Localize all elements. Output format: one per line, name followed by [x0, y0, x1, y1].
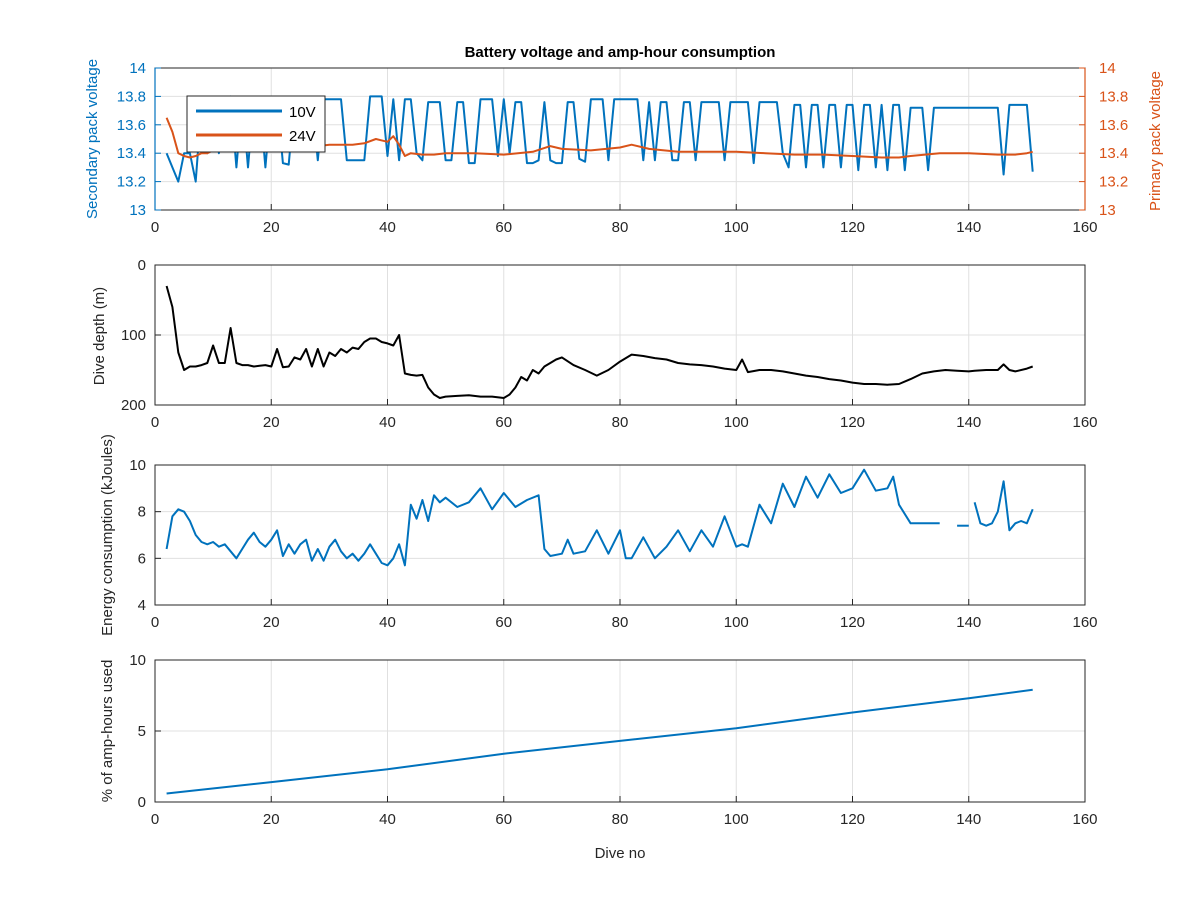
amphours-panel: 0 20 40 60 80 100 120 140 160 0 5 10 % of amp-hour…	[99, 652, 1098, 862]
x-tick-label: 60	[495, 811, 512, 828]
right-y-tick-label: 13.8	[1099, 88, 1128, 105]
right-y-tick-label: 13	[1099, 202, 1116, 219]
y-tick-label: 10	[129, 457, 146, 474]
legend-label-10v: 10V	[289, 104, 316, 121]
energy-x-ticks: 0 20 40 60 80 100 120 140 160	[151, 599, 1098, 631]
x-tick-label: 20	[263, 614, 280, 631]
x-tick-label: 0	[151, 811, 159, 828]
y-tick-label: 6	[138, 550, 146, 567]
x-tick-label: 60	[495, 614, 512, 631]
y-tick-label: 200	[121, 397, 146, 414]
y-tick-label: 13.4	[117, 145, 146, 162]
x-tick-label: 100	[724, 614, 749, 631]
right-y-tick-label: 13.2	[1099, 174, 1128, 191]
depth-panel: 0 20 40 60 80 100 120 140 160 0 100 200 Dive depth…	[91, 257, 1098, 431]
x-tick-label: 120	[840, 811, 865, 828]
energy-y-ticks: 4 6 8 10	[129, 457, 161, 614]
y-tick-label: 0	[138, 257, 146, 274]
right-y-tick-label: 13.4	[1099, 145, 1128, 162]
energy-y-axis-label: Energy consumption (kJoules)	[99, 434, 116, 636]
x-tick-label: 140	[956, 219, 981, 236]
x-tick-label: 0	[151, 219, 159, 236]
x-tick-label: 140	[956, 414, 981, 431]
right-y-tick-label: 13.6	[1099, 117, 1128, 134]
y-axis-label-left: Secondary pack voltage	[84, 59, 101, 219]
x-tick-label: 0	[151, 614, 159, 631]
x-tick-label: 40	[379, 219, 396, 236]
legend-box	[186, 95, 326, 153]
x-tick-label: 80	[612, 614, 629, 631]
x-tick-label: 100	[724, 811, 749, 828]
x-tick-label: 140	[956, 811, 981, 828]
energy-panel: 0 20 40 60 80 100 120 140 160 4 6 8 10 Energy consu…	[99, 434, 1098, 636]
chart-title: Battery voltage and amp-hour consumption	[465, 44, 776, 61]
right-y-tick-label: 14	[1099, 60, 1116, 77]
amphours-x-ticks: 0 20 40 60 80 100 120 140 160	[151, 796, 1098, 828]
y-tick-label: 0	[138, 794, 146, 811]
y-tick-label: 10	[129, 652, 146, 669]
depth-lines	[165, 285, 1034, 399]
series-line-3-0	[166, 688, 1033, 795]
x-tick-label: 20	[263, 414, 280, 431]
y-tick-label: 5	[138, 723, 146, 740]
voltage-panel: 0 20 40 60 80 100 120 140 160 13 13.2 13.4 13.6 13.8…	[84, 44, 1164, 236]
x-tick-label: 120	[840, 614, 865, 631]
x-axis-label: Dive no	[595, 845, 646, 862]
x-tick-label: 80	[612, 219, 629, 236]
voltage-y-ticks: 13 13.2 13.4 13.6 13.8 14	[117, 60, 161, 219]
series-line-2-0	[165, 468, 940, 567]
x-tick-label: 80	[612, 414, 629, 431]
y-tick-label: 4	[138, 597, 146, 614]
x-tick-label: 120	[840, 414, 865, 431]
x-tick-label: 100	[724, 219, 749, 236]
x-tick-label: 40	[379, 614, 396, 631]
x-tick-label: 160	[1072, 414, 1097, 431]
y-tick-label: 14	[129, 60, 146, 77]
legend: 10V 24V	[186, 95, 326, 153]
energy-lines	[165, 468, 1034, 567]
series-line-1-0	[165, 285, 1034, 399]
y-axis-label-right: Primary pack voltage	[1147, 71, 1164, 211]
amphours-y-axis-label: % of amp-hours used	[99, 660, 116, 803]
x-tick-label: 20	[263, 811, 280, 828]
y-tick-label: 13.8	[117, 88, 146, 105]
y-tick-label: 13.6	[117, 117, 146, 134]
legend-label-24v: 24V	[289, 128, 316, 145]
y-tick-label: 13.2	[117, 174, 146, 191]
depth-y-axis-label: Dive depth (m)	[91, 287, 108, 385]
voltage-right-y-ticks: 13 13.2 13.4 13.6 13.8 14	[1079, 60, 1128, 219]
x-tick-label: 0	[151, 414, 159, 431]
amphours-y-ticks: 0 5 10	[129, 652, 161, 811]
x-tick-label: 120	[840, 219, 865, 236]
y-tick-label: 100	[121, 327, 146, 344]
y-tick-label: 13	[129, 202, 146, 219]
x-tick-label: 40	[379, 811, 396, 828]
y-tick-label: 8	[138, 504, 146, 521]
x-tick-label: 160	[1072, 219, 1097, 236]
x-tick-label: 160	[1072, 614, 1097, 631]
x-tick-label: 160	[1072, 811, 1097, 828]
series-line-2-2	[973, 480, 1034, 532]
x-tick-label: 80	[612, 811, 629, 828]
x-tick-label: 20	[263, 219, 280, 236]
depth-y-ticks: 0 100 200	[121, 257, 161, 414]
x-tick-label: 60	[495, 414, 512, 431]
x-tick-label: 60	[495, 219, 512, 236]
x-tick-label: 100	[724, 414, 749, 431]
x-tick-label: 40	[379, 414, 396, 431]
x-tick-label: 140	[956, 614, 981, 631]
depth-x-ticks: 0 20 40 60 80 100 120 140 160	[151, 399, 1098, 431]
amphours-lines	[166, 688, 1033, 795]
voltage-x-ticks: 0 20 40 60 80 100 120 140 160	[151, 204, 1098, 236]
